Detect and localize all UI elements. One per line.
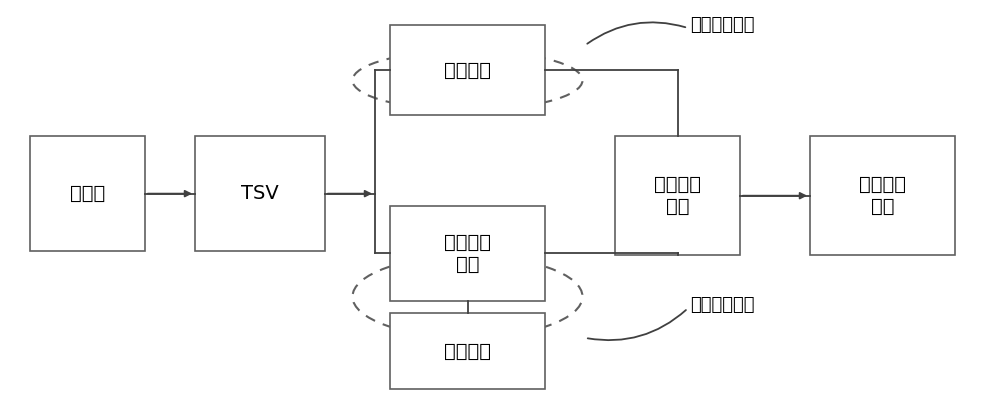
Text: 开关器件: 开关器件: [444, 342, 491, 361]
Text: 反相器件: 反相器件: [444, 61, 491, 80]
Text: 第一电路支路: 第一电路支路: [690, 296, 755, 314]
Bar: [30, 136, 145, 251]
Bar: [615, 136, 740, 255]
Text: 激励源: 激励源: [70, 184, 105, 203]
Bar: [810, 136, 955, 255]
Bar: [195, 136, 325, 251]
Bar: [390, 313, 545, 389]
Text: 检测电路
支路: 检测电路 支路: [859, 175, 906, 216]
Bar: [390, 206, 545, 301]
Text: 第三电路
支路: 第三电路 支路: [654, 175, 701, 216]
Bar: [390, 25, 545, 115]
Text: 电平触发
器件: 电平触发 器件: [444, 233, 491, 274]
Text: 第一电路支路: 第一电路支路: [690, 16, 755, 34]
Text: TSV: TSV: [241, 184, 279, 203]
